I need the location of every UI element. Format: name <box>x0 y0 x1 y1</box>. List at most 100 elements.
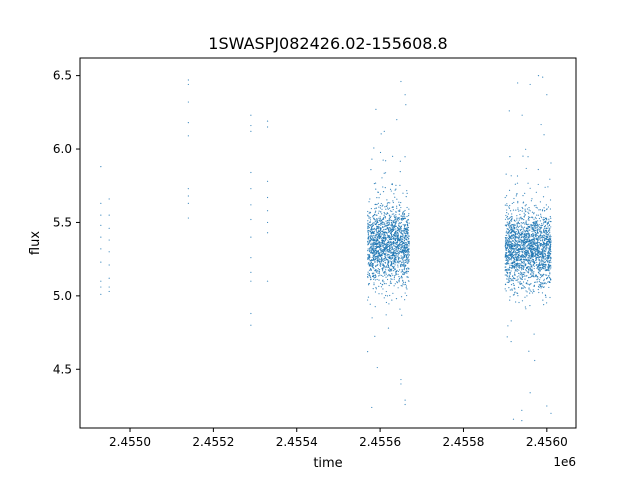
data-point <box>381 256 383 258</box>
data-point <box>512 265 514 267</box>
data-point <box>367 228 369 230</box>
data-point <box>388 223 391 225</box>
data-point <box>378 257 380 260</box>
data-point <box>391 273 393 275</box>
data-point <box>524 246 526 248</box>
data-point <box>377 272 379 274</box>
data-point <box>548 251 550 253</box>
data-point <box>387 263 389 265</box>
data-point <box>529 242 531 245</box>
data-point <box>510 234 513 236</box>
data-point <box>382 288 384 290</box>
data-point <box>376 235 378 237</box>
data-point <box>543 263 545 265</box>
data-point <box>368 262 370 264</box>
data-point <box>368 257 371 259</box>
data-point <box>379 259 381 261</box>
data-point <box>381 221 383 224</box>
data-point <box>529 292 531 294</box>
data-point <box>374 211 376 213</box>
data-point <box>522 262 524 264</box>
data-point <box>391 210 393 212</box>
data-point <box>377 246 379 249</box>
data-point <box>370 267 372 270</box>
data-point <box>513 263 516 265</box>
data-point <box>516 292 519 294</box>
data-point <box>377 260 379 262</box>
data-point <box>373 246 375 248</box>
data-point <box>536 281 539 283</box>
data-point <box>527 217 530 220</box>
data-point <box>511 243 514 245</box>
data-point <box>382 267 384 269</box>
data-point <box>369 264 371 266</box>
data-point <box>391 262 393 264</box>
data-point <box>370 228 372 231</box>
data-point <box>398 260 400 262</box>
data-point <box>387 256 389 259</box>
data-point <box>397 260 399 262</box>
data-point <box>504 283 507 285</box>
data-point <box>524 306 526 308</box>
data-point <box>370 240 372 242</box>
data-point <box>405 241 407 244</box>
data-point <box>388 241 390 243</box>
data-point <box>369 279 372 281</box>
data-point <box>508 207 511 209</box>
data-point <box>404 403 406 406</box>
data-point <box>402 234 404 236</box>
data-point <box>375 268 377 271</box>
data-point <box>378 272 380 274</box>
data-point <box>539 233 542 235</box>
data-point <box>376 366 378 369</box>
data-point <box>510 340 512 343</box>
data-point <box>507 244 510 246</box>
data-point <box>367 271 369 273</box>
data-point <box>504 204 506 206</box>
data-point <box>519 209 521 212</box>
data-point <box>518 282 521 284</box>
data-point <box>547 258 549 260</box>
data-point <box>506 259 508 262</box>
data-point <box>391 206 393 208</box>
data-point <box>370 252 373 254</box>
data-point <box>381 293 383 295</box>
data-point <box>376 231 378 234</box>
data-point <box>385 213 387 215</box>
data-point <box>511 251 513 254</box>
data-point <box>530 245 532 248</box>
data-point <box>391 238 393 241</box>
data-point <box>537 259 540 261</box>
x-tick-label: 2.4550 <box>109 435 151 449</box>
data-point <box>403 213 406 215</box>
data-point <box>532 233 534 235</box>
data-point <box>367 242 369 244</box>
data-point <box>100 202 102 204</box>
data-point <box>395 248 397 250</box>
data-point <box>547 260 549 262</box>
data-point <box>374 261 376 263</box>
data-point <box>547 186 549 188</box>
data-point <box>381 234 383 236</box>
data-point <box>521 247 523 249</box>
y-axis-ticks: 4.55.05.56.06.5 <box>53 69 80 376</box>
data-point <box>380 254 382 257</box>
data-point <box>521 225 523 228</box>
data-point <box>378 244 380 246</box>
data-point <box>401 257 403 259</box>
data-point <box>525 222 527 224</box>
data-point <box>534 230 536 232</box>
data-point <box>521 244 523 247</box>
data-point <box>520 266 522 269</box>
data-point <box>403 266 406 268</box>
data-point <box>407 236 409 238</box>
data-point <box>549 260 551 262</box>
data-point <box>407 267 409 269</box>
data-point <box>538 241 540 244</box>
data-point <box>380 220 382 222</box>
data-point <box>400 378 402 381</box>
data-point <box>548 247 550 249</box>
data-point <box>374 239 376 242</box>
data-point <box>406 268 408 270</box>
